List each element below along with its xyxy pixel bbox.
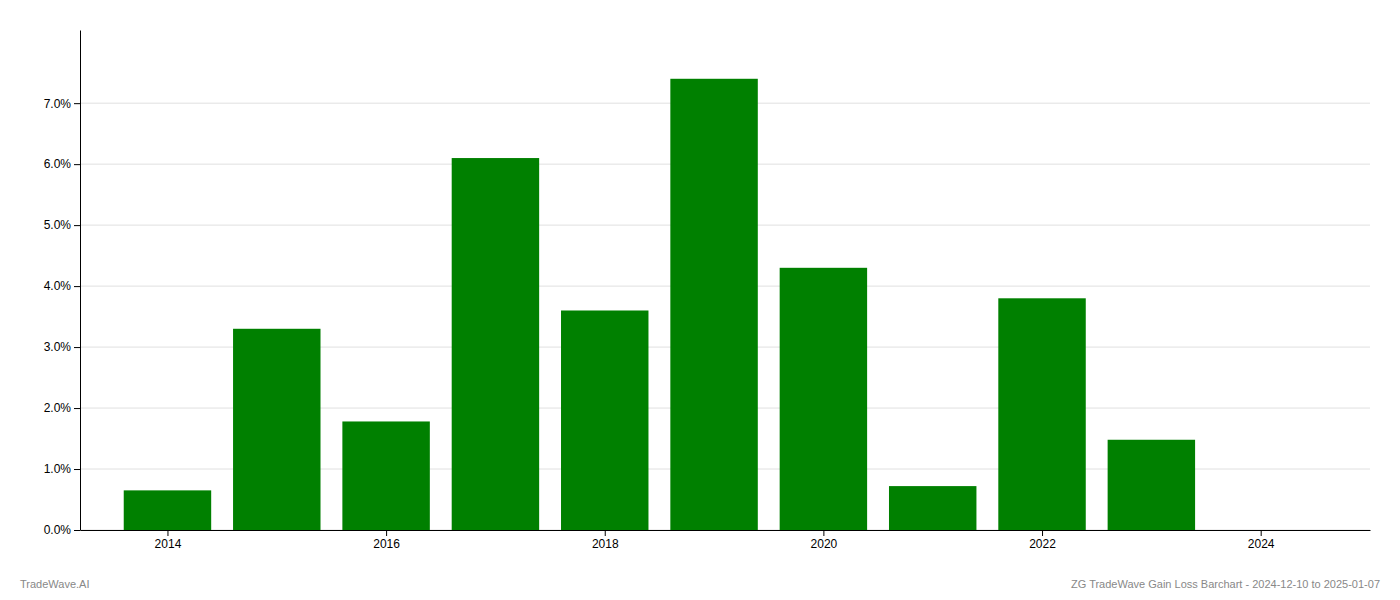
x-tick-mark <box>605 530 606 536</box>
footer-text: ZG TradeWave Gain Loss Barchart - 2024-1… <box>1071 578 1380 590</box>
bar <box>998 298 1085 530</box>
x-tick-label: 2016 <box>373 537 400 551</box>
x-tick-label: 2022 <box>1029 537 1056 551</box>
y-tick-mark <box>74 408 80 409</box>
y-tick-mark <box>74 347 80 348</box>
y-tick-mark <box>74 103 80 104</box>
bars <box>124 79 1195 530</box>
y-tick-label: 7.0% <box>44 97 72 111</box>
y-tick: 3.0% <box>44 340 80 354</box>
bar <box>452 158 539 530</box>
y-tick-mark <box>74 469 80 470</box>
y-tick-label: 3.0% <box>44 340 72 354</box>
y-tick: 5.0% <box>44 218 80 232</box>
x-tick-label: 2014 <box>155 537 182 551</box>
x-tick: 2018 <box>592 530 619 551</box>
x-tick-mark <box>386 530 387 536</box>
x-tick: 2022 <box>1029 530 1056 551</box>
y-tick-mark <box>74 225 80 226</box>
x-tick: 2014 <box>155 530 182 551</box>
y-tick-label: 0.0% <box>44 523 72 537</box>
y-tick-label: 1.0% <box>44 462 72 476</box>
x-tick-mark <box>823 530 824 536</box>
chart: 0.0% 1.0% 2.0% 3.0% 4.0% 5.0% 6.0% 7.0% 2014 2016… <box>0 0 1400 600</box>
bar <box>670 79 757 530</box>
y-tick: 0.0% <box>44 523 80 537</box>
bar <box>1108 440 1195 530</box>
y-tick-label: 4.0% <box>44 279 72 293</box>
x-tick: 2024 <box>1248 530 1275 551</box>
y-tick: 7.0% <box>44 97 80 111</box>
y-tick-label: 2.0% <box>44 401 72 415</box>
x-tick-mark <box>1261 530 1262 536</box>
y-tick: 6.0% <box>44 157 80 171</box>
x-tick-label: 2018 <box>592 537 619 551</box>
x-axis-line <box>81 530 1371 531</box>
bar <box>124 490 211 530</box>
bar <box>233 329 320 530</box>
y-tick-label: 6.0% <box>44 157 72 171</box>
footer: TradeWave.AI ZG TradeWave Gain Loss Barch… <box>20 578 1380 590</box>
bar <box>780 268 867 530</box>
y-tick: 1.0% <box>44 462 80 476</box>
x-tick: 2020 <box>811 530 838 551</box>
x-axis: 2014 2016 2018 2020 2022 2024 <box>81 530 1371 551</box>
y-tick: 4.0% <box>44 279 80 293</box>
bar <box>561 310 648 530</box>
y-tick-mark <box>74 530 80 531</box>
x-tick-mark <box>1042 530 1043 536</box>
x-tick: 2016 <box>373 530 400 551</box>
y-tick: 2.0% <box>44 401 80 415</box>
y-tick-mark <box>74 286 80 287</box>
x-tick-label: 2020 <box>811 537 838 551</box>
y-tick-mark <box>74 164 80 165</box>
x-tick-mark <box>167 530 168 536</box>
y-tick-label: 5.0% <box>44 218 72 232</box>
y-axis: 0.0% 1.0% 2.0% 3.0% 4.0% 5.0% 6.0% 7.0% <box>44 31 81 538</box>
x-tick-label: 2024 <box>1248 537 1275 551</box>
y-axis-line <box>80 31 81 531</box>
footer-text: TradeWave.AI <box>20 578 90 590</box>
bar <box>889 486 976 530</box>
plot-area: 0.0% 1.0% 2.0% 3.0% 4.0% 5.0% 6.0% 7.0% 2014 2016… <box>44 31 1371 551</box>
bar <box>342 421 429 530</box>
